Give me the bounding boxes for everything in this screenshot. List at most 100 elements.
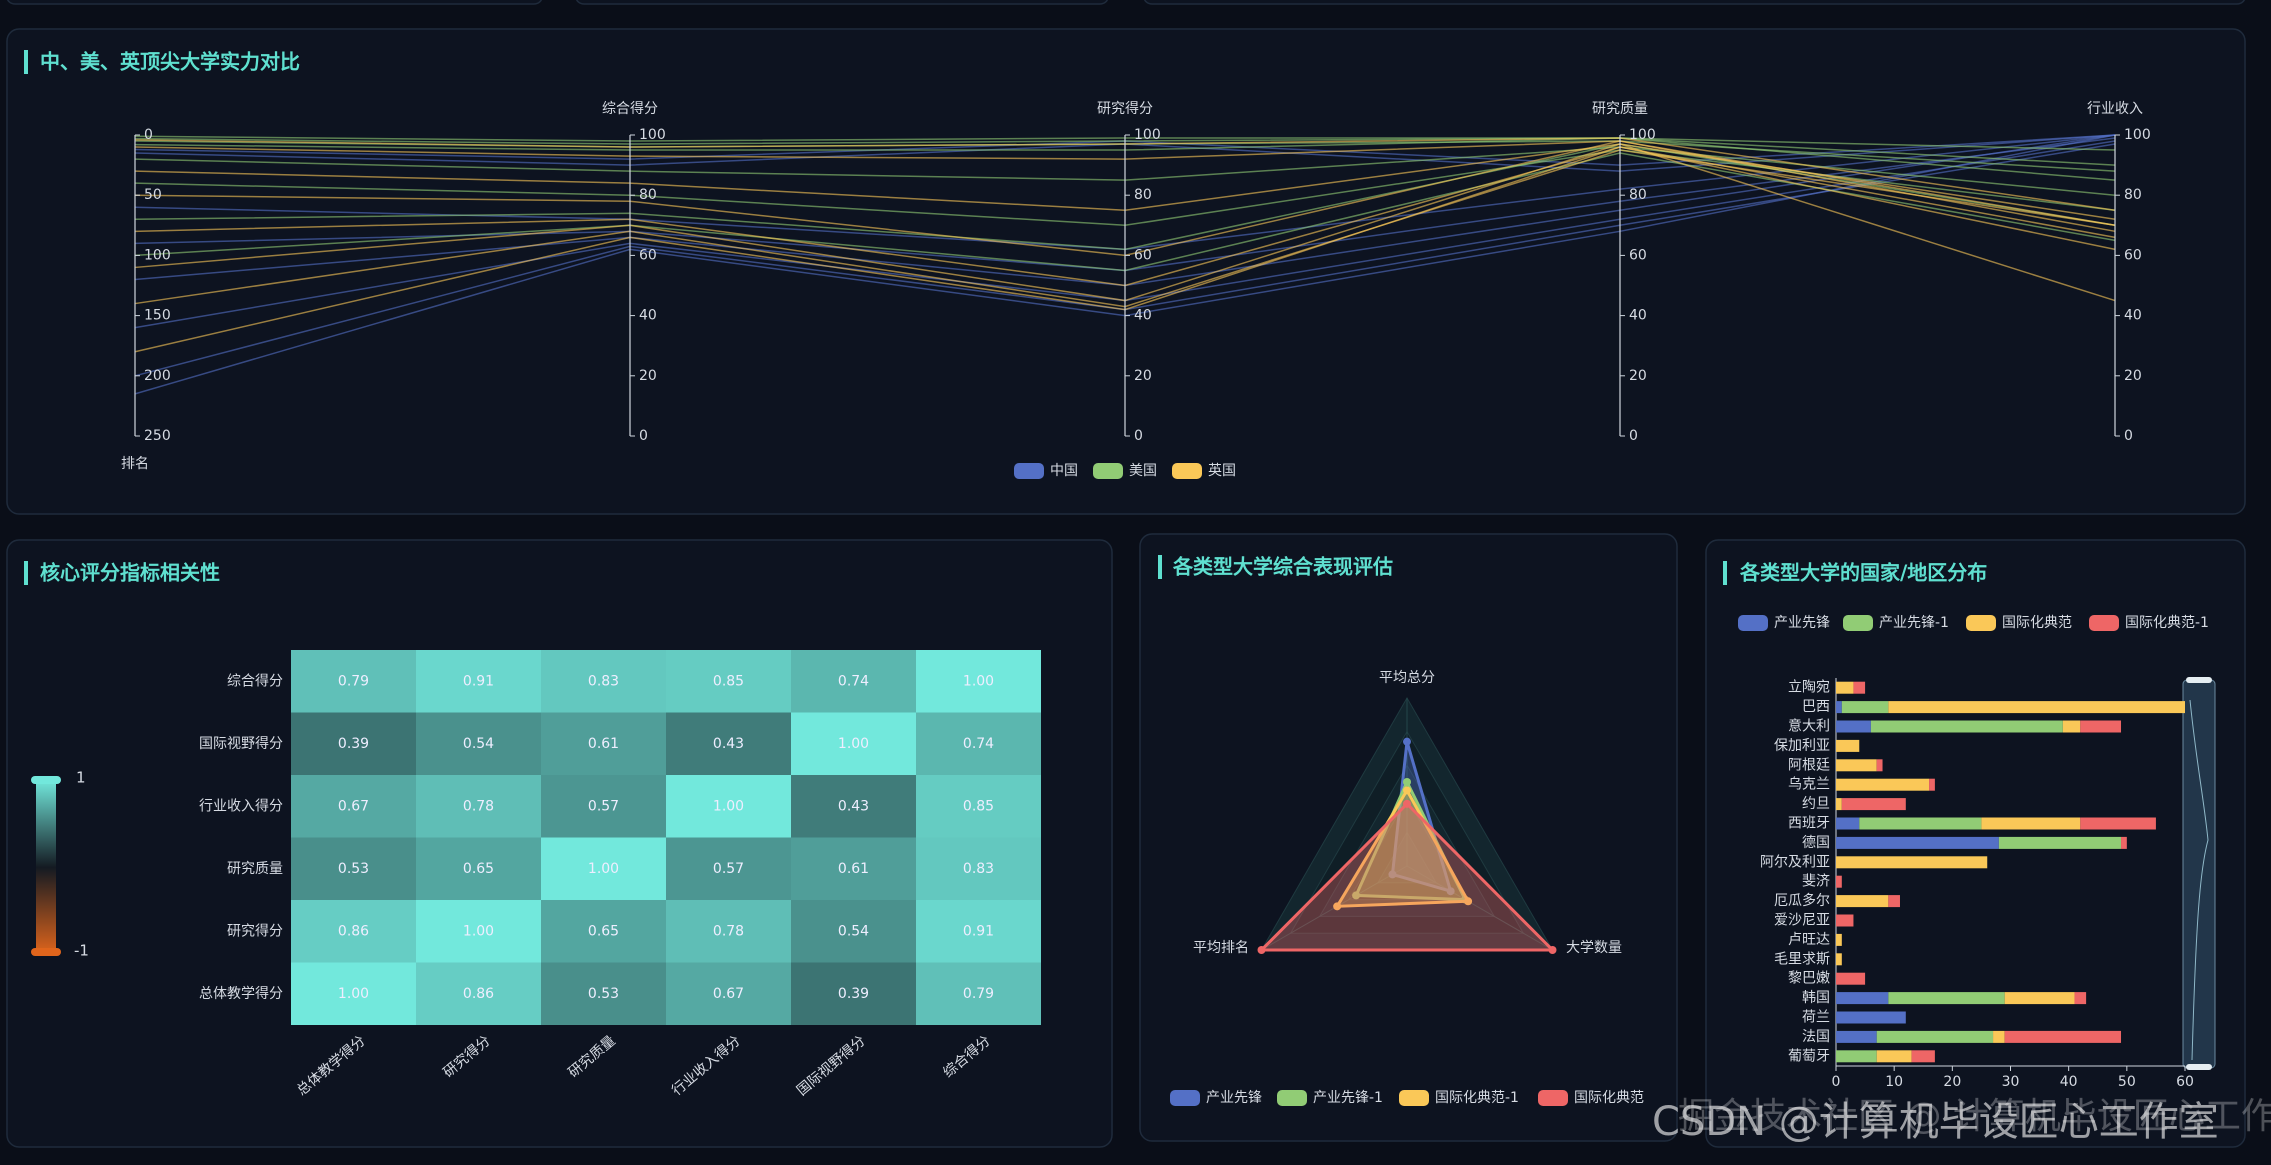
legend-swatch[interactable]	[1093, 463, 1123, 479]
heatmap-cell[interactable]	[416, 837, 541, 901]
legend-swatch[interactable]	[1966, 615, 1996, 631]
legend-swatch[interactable]	[1538, 1090, 1568, 1106]
bar[interactable]	[2004, 1030, 2122, 1043]
heatmap-cell[interactable]	[791, 837, 916, 901]
heatmap-cell[interactable]	[791, 775, 916, 838]
legend-swatch[interactable]	[2089, 615, 2119, 631]
heatmap-cell[interactable]	[791, 900, 916, 963]
visual-map-handle[interactable]	[31, 776, 61, 784]
legend-label[interactable]: 产业先锋-1	[1313, 1090, 1383, 1106]
data-zoom-slider[interactable]	[2182, 679, 2216, 1069]
heatmap-cell[interactable]	[666, 900, 791, 963]
legend-swatch[interactable]	[1843, 615, 1873, 631]
bar[interactable]	[1836, 759, 1877, 772]
heatmap-cell[interactable]	[416, 962, 541, 1026]
radar-point[interactable]	[1403, 778, 1411, 786]
bar[interactable]	[1993, 1030, 2005, 1043]
heatmap-cell[interactable]	[916, 900, 1041, 963]
bar[interactable]	[1876, 1050, 1912, 1063]
heatmap-cell[interactable]	[541, 962, 666, 1026]
legend-swatch[interactable]	[1172, 463, 1202, 479]
heatmap-cell[interactable]	[791, 962, 916, 1026]
radar-point[interactable]	[1403, 799, 1411, 808]
radar-point[interactable]	[1257, 946, 1266, 954]
bar[interactable]	[1888, 992, 2005, 1005]
bar[interactable]	[1998, 836, 2122, 849]
heatmap-cell[interactable]	[791, 650, 916, 713]
bar[interactable]	[1836, 1011, 1906, 1024]
bar[interactable]	[1836, 817, 1860, 830]
data-zoom-handle[interactable]	[2186, 1064, 2212, 1070]
heatmap-cell[interactable]	[916, 775, 1041, 838]
bar[interactable]	[1836, 875, 1842, 888]
bar[interactable]	[1836, 953, 1842, 966]
heatmap-cell[interactable]	[916, 962, 1041, 1026]
heatmap-cell[interactable]	[666, 962, 791, 1026]
bar[interactable]	[1836, 778, 1930, 791]
legend-label[interactable]: 产业先锋	[1206, 1090, 1262, 1106]
heatmap-cell[interactable]	[666, 712, 791, 776]
bar[interactable]	[1929, 778, 1935, 791]
bar[interactable]	[1888, 895, 1900, 908]
heatmap-cell[interactable]	[666, 650, 791, 713]
legend-label[interactable]: 英国	[1208, 462, 1236, 479]
bar[interactable]	[2121, 836, 2127, 849]
heatmap-cell[interactable]	[291, 775, 416, 838]
heatmap-cell[interactable]	[291, 650, 416, 713]
bar[interactable]	[1841, 701, 1889, 714]
heatmap-cell[interactable]	[916, 712, 1041, 776]
legend-swatch[interactable]	[1738, 615, 1768, 631]
heatmap-cell[interactable]	[916, 650, 1041, 713]
visual-map-handle[interactable]	[31, 948, 61, 956]
data-zoom-handle[interactable]	[2186, 677, 2212, 683]
legend-swatch[interactable]	[1277, 1090, 1307, 1106]
bar[interactable]	[2062, 720, 2081, 733]
heatmap-cell[interactable]	[541, 775, 666, 838]
legend-label[interactable]: 国际化典范	[2002, 614, 2072, 631]
bar[interactable]	[1888, 701, 2185, 714]
bar[interactable]	[1870, 720, 2063, 733]
heatmap-cell[interactable]	[416, 650, 541, 713]
bar[interactable]	[1876, 759, 1883, 772]
heatmap-cell[interactable]	[291, 837, 416, 901]
heatmap-cell[interactable]	[416, 900, 541, 963]
radar-point[interactable]	[1446, 887, 1455, 896]
legend-label[interactable]: 中国	[1050, 463, 1078, 479]
bar[interactable]	[1836, 1050, 1877, 1063]
radar-point[interactable]	[1333, 902, 1342, 911]
bar[interactable]	[1836, 798, 1842, 811]
heatmap-cell[interactable]	[541, 900, 666, 963]
heatmap-cell[interactable]	[291, 962, 416, 1026]
legend-label[interactable]: 国际化典范	[1574, 1089, 1644, 1106]
bar[interactable]	[2074, 992, 2087, 1005]
bar[interactable]	[1876, 1030, 1994, 1043]
bar[interactable]	[1836, 895, 1889, 908]
heatmap-cell[interactable]	[541, 837, 666, 901]
legend-swatch[interactable]	[1170, 1090, 1200, 1106]
bar[interactable]	[1836, 933, 1842, 946]
legend-label[interactable]: 产业先锋	[1774, 615, 1830, 631]
radar-point[interactable]	[1388, 870, 1397, 879]
bar[interactable]	[1836, 972, 1866, 985]
heatmap-cell[interactable]	[416, 775, 541, 838]
radar-point[interactable]	[1352, 891, 1361, 900]
visual-map-bar[interactable]	[36, 780, 56, 955]
bar[interactable]	[1836, 836, 1999, 849]
bar[interactable]	[2080, 817, 2156, 830]
bar[interactable]	[2004, 992, 2075, 1005]
heatmap-cell[interactable]	[791, 712, 916, 776]
legend-label[interactable]: 美国	[1129, 463, 1157, 479]
heatmap-cell[interactable]	[666, 775, 791, 838]
bar[interactable]	[1836, 1030, 1877, 1043]
radar-point[interactable]	[1403, 737, 1411, 746]
bar[interactable]	[1836, 720, 1871, 733]
heatmap-cell[interactable]	[291, 712, 416, 776]
legend-label[interactable]: 产业先锋-1	[1879, 615, 1949, 631]
heatmap-cell[interactable]	[416, 712, 541, 776]
heatmap-cell[interactable]	[291, 900, 416, 963]
bar[interactable]	[1836, 701, 1842, 714]
bar[interactable]	[1853, 681, 1866, 694]
legend-label[interactable]: 国际化典范-1	[2125, 614, 2209, 631]
bar[interactable]	[1836, 681, 1854, 694]
bar[interactable]	[1836, 856, 1988, 869]
